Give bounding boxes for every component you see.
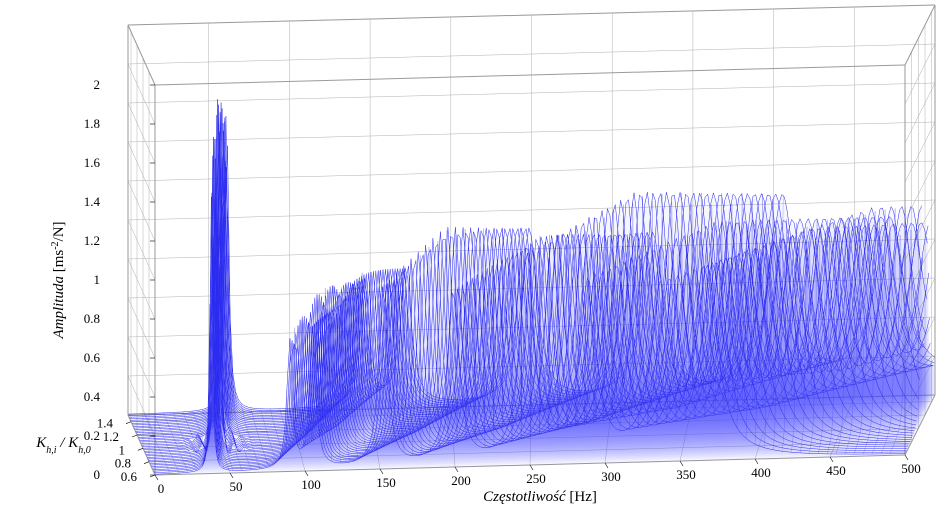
- svg-text:300: 300: [601, 469, 621, 484]
- x-axis-label: Częstotliwość [Hz]: [483, 489, 597, 505]
- svg-text:0: 0: [158, 481, 165, 496]
- svg-text:0: 0: [94, 467, 101, 482]
- svg-text:1.4: 1.4: [84, 194, 101, 209]
- svg-text:50: 50: [230, 479, 243, 494]
- svg-text:1.2: 1.2: [103, 429, 119, 444]
- svg-text:350: 350: [676, 467, 696, 482]
- svg-text:500: 500: [901, 461, 921, 476]
- svg-text:0.8: 0.8: [84, 311, 100, 326]
- frf-waterfall-plot: 0501001502002503003504004505000.60.811.2…: [0, 0, 948, 511]
- svg-text:1.8: 1.8: [84, 116, 100, 131]
- svg-text:1: 1: [94, 272, 101, 287]
- svg-text:0.6: 0.6: [84, 350, 101, 365]
- svg-text:400: 400: [751, 465, 771, 480]
- svg-text:1.6: 1.6: [84, 155, 101, 170]
- svg-text:2: 2: [94, 77, 101, 92]
- y-axis-label: Kh,i / Kh,0: [35, 435, 90, 456]
- svg-text:0.2: 0.2: [84, 428, 100, 443]
- svg-text:0.8: 0.8: [115, 456, 131, 471]
- svg-text:1.2: 1.2: [84, 233, 100, 248]
- svg-text:1: 1: [119, 442, 126, 457]
- svg-text:0.4: 0.4: [84, 389, 101, 404]
- svg-text:200: 200: [451, 473, 471, 488]
- svg-text:100: 100: [301, 477, 321, 492]
- svg-text:150: 150: [376, 475, 396, 490]
- svg-text:250: 250: [526, 471, 546, 486]
- svg-text:0.6: 0.6: [121, 469, 138, 484]
- svg-text:450: 450: [826, 463, 846, 478]
- z-axis-label: Amplituda [ms-2/N]: [50, 221, 68, 339]
